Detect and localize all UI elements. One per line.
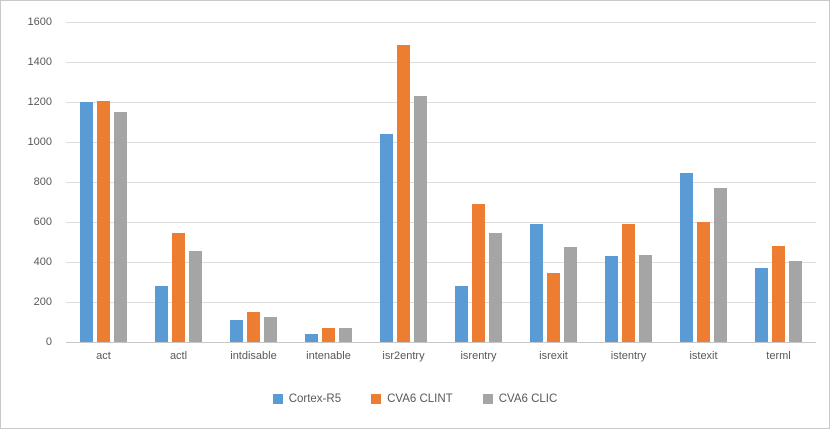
y-axis-tick-label: 800 (33, 176, 52, 188)
bar-cva6-clic-intdisable (264, 317, 277, 342)
y-axis: 0 200 400 600 800 1000 1200 1400 1600 (1, 16, 58, 348)
y-axis-tick-label: 400 (33, 256, 52, 268)
gridline (66, 142, 816, 143)
x-axis-category-label: terml (766, 350, 791, 362)
x-axis-category-label: act (96, 350, 111, 362)
bar-cva6-clic-terml (789, 261, 802, 342)
bar-group-isr2entry (366, 22, 441, 342)
bar-cva6-clint-isrentry (472, 204, 485, 342)
x-axis-category-label: isrexit (539, 350, 568, 362)
bar-group-terml (741, 22, 816, 342)
bar-cva6-clint-terml (772, 246, 785, 342)
bar-cva6-clint-intenable (322, 328, 335, 342)
bar-cva6-clic-intenable (339, 328, 352, 342)
bar-cva6-clint-isr2entry (397, 45, 410, 342)
legend-label: CVA6 CLIC (498, 393, 558, 405)
x-axis: act actl intdisable intenable isr2entry isren… (66, 350, 816, 368)
bar-group-istexit (666, 22, 741, 342)
plot-area (66, 22, 816, 343)
bar-cortex-r5-intenable (305, 334, 318, 342)
gridline (66, 102, 816, 103)
y-axis-tick-label: 1600 (27, 16, 52, 28)
bar-group-istentry (591, 22, 666, 342)
bar-cortex-r5-actl (155, 286, 168, 342)
gridline (66, 262, 816, 263)
bar-group-act (66, 22, 141, 342)
gridline (66, 22, 816, 23)
y-axis-tick-label: 1400 (27, 56, 52, 68)
legend-item-cortex-r5: Cortex-R5 (272, 393, 342, 405)
bar-cva6-clint-istexit (697, 222, 710, 342)
gridline (66, 222, 816, 223)
y-axis-tick-label: 600 (33, 216, 52, 228)
x-axis-category-label: istentry (610, 350, 647, 362)
bar-group-intdisable (216, 22, 291, 342)
bar-group-actl (141, 22, 216, 342)
bar-cva6-clic-act (114, 112, 127, 342)
bar-cva6-clint-actl (172, 233, 185, 342)
x-axis-category-label: intdisable (230, 350, 277, 362)
bar-cortex-r5-istexit (680, 173, 693, 342)
bar-cva6-clic-isr2entry (414, 96, 427, 342)
x-axis-category-label: isrentry (460, 350, 497, 362)
bar-cortex-r5-istentry (605, 256, 618, 342)
bar-cva6-clic-isrexit (564, 247, 577, 342)
x-axis-category-label: istexit (689, 350, 718, 362)
y-axis-tick-label: 0 (45, 336, 52, 348)
legend-swatch-icon (272, 394, 283, 404)
legend: Cortex-R5 CVA6 CLINT CVA6 CLIC (1, 393, 829, 405)
bar-cva6-clic-isrentry (489, 233, 502, 342)
bar-cva6-clint-intdisable (247, 312, 260, 342)
bar-cortex-r5-intdisable (230, 320, 243, 342)
bar-cortex-r5-act (80, 102, 93, 342)
bar-cva6-clic-istexit (714, 188, 727, 342)
legend-label: Cortex-R5 (288, 393, 342, 405)
gridline (66, 302, 816, 303)
bar-cva6-clint-act (97, 101, 110, 342)
bar-group-isrexit (516, 22, 591, 342)
y-axis-tick-label: 200 (33, 296, 52, 308)
legend-swatch-icon (371, 394, 382, 404)
bar-cva6-clic-actl (189, 251, 202, 342)
bar-cva6-clint-istentry (622, 224, 635, 342)
legend-label: CVA6 CLINT (387, 393, 453, 405)
bar-cortex-r5-isr2entry (380, 134, 393, 342)
bar-cortex-r5-isrentry (455, 286, 468, 342)
legend-swatch-icon (482, 394, 493, 404)
x-axis-category-label: intenable (306, 350, 351, 362)
x-axis-category-label: isr2entry (382, 350, 425, 362)
bar-group-isrentry (441, 22, 516, 342)
legend-item-cva6-clint: CVA6 CLINT (371, 393, 453, 405)
bar-cva6-clic-istentry (639, 255, 652, 342)
bar-cortex-r5-terml (755, 268, 768, 342)
y-axis-tick-label: 1000 (27, 136, 52, 148)
bar-cortex-r5-isrexit (530, 224, 543, 342)
gridline (66, 182, 816, 183)
legend-item-cva6-clic: CVA6 CLIC (482, 393, 558, 405)
x-axis-category-label: actl (169, 350, 188, 362)
bar-group-intenable (291, 22, 366, 342)
y-axis-tick-label: 1200 (27, 96, 52, 108)
gridline (66, 62, 816, 63)
bar-cva6-clint-isrexit (547, 273, 560, 342)
x-axis-line (66, 342, 816, 343)
